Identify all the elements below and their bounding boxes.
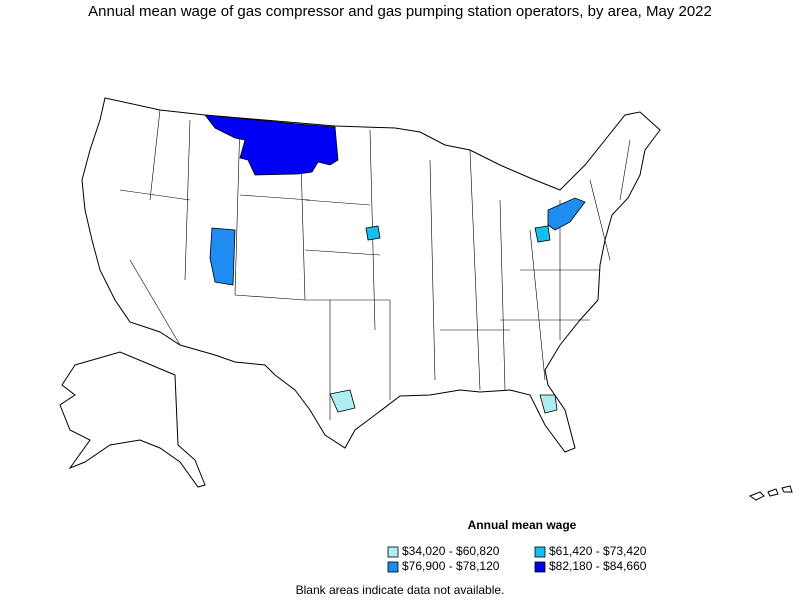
- legend-label: $82,180 - $84,660: [549, 559, 647, 573]
- region-middle: [534, 225, 551, 243]
- legend-label: $76,900 - $78,120: [402, 559, 500, 573]
- region-lowest: [539, 394, 558, 414]
- footnote: Blank areas indicate data not available.: [296, 583, 505, 597]
- legend-swatch: [534, 546, 546, 558]
- region-lowest: [329, 389, 356, 413]
- boundaries: [119, 109, 631, 420]
- alaska: [59, 351, 206, 488]
- legend: Annual mean wage $34,020 - $60,820 $61,42…: [387, 518, 647, 573]
- region-upper: [547, 197, 586, 231]
- map: [59, 97, 793, 501]
- legend-title: Annual mean wage: [468, 518, 577, 532]
- legend-swatch: [534, 561, 546, 573]
- us-outline: [81, 97, 661, 453]
- hawaii: [748, 485, 793, 501]
- title: Annual mean wage of gas compressor and g…: [88, 3, 712, 20]
- legend-swatch: [387, 561, 399, 573]
- legend-label: $61,420 - $73,420: [549, 544, 647, 558]
- region-upper: [209, 227, 236, 286]
- region-middle: [365, 225, 381, 241]
- legend-swatch: [387, 546, 399, 558]
- legend-label: $34,020 - $60,820: [402, 544, 500, 558]
- region-highest: [204, 114, 339, 176]
